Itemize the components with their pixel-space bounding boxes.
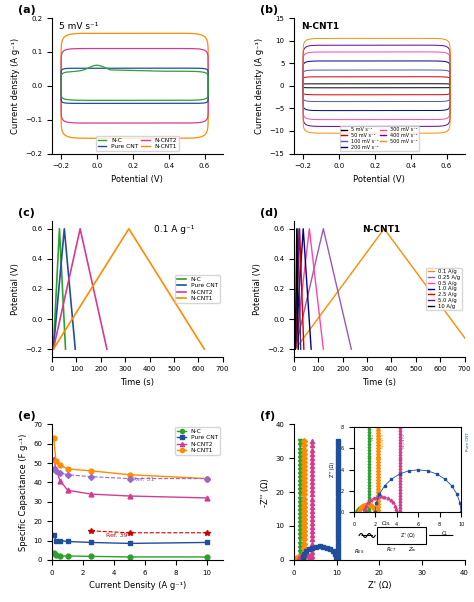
Y-axis label: Current density (A g⁻¹): Current density (A g⁻¹)	[11, 38, 20, 134]
X-axis label: Current Density (A g⁻¹): Current Density (A g⁻¹)	[89, 581, 186, 590]
Y-axis label: Potential (V): Potential (V)	[253, 263, 262, 315]
Text: (f): (f)	[260, 411, 275, 421]
Legend: N-C, Pure CNT, N-CNT2, N-CNT1: N-C, Pure CNT, N-CNT2, N-CNT1	[175, 427, 219, 455]
Legend: N-C, Pure CNT, N-CNT2, N-CNT1: N-C, Pure CNT, N-CNT2, N-CNT1	[96, 136, 179, 150]
Y-axis label: Specific Capacitance (F g⁻¹): Specific Capacitance (F g⁻¹)	[19, 433, 28, 551]
Text: 0.1 A g⁻¹: 0.1 A g⁻¹	[155, 225, 195, 234]
Y-axis label: Potential (V): Potential (V)	[11, 263, 20, 315]
Legend: N-C, Pure CNT, N-CNT2, N-CNT1: N-C, Pure CNT, N-CNT2, N-CNT1	[175, 275, 219, 303]
Text: (c): (c)	[18, 208, 35, 218]
Text: (e): (e)	[18, 411, 36, 421]
X-axis label: Time (s): Time (s)	[362, 378, 396, 387]
X-axis label: Potential (V): Potential (V)	[354, 175, 405, 184]
Text: 5 mV s⁻¹: 5 mV s⁻¹	[59, 22, 98, 31]
Text: N-CNT1: N-CNT1	[362, 225, 401, 234]
Text: Ref. 31: Ref. 31	[133, 477, 154, 482]
Text: (b): (b)	[260, 5, 278, 14]
Legend: 0.1 A/g, 0.25 A/g, 0.5 A/g, 1.0 A/g, 2.5 A/g, 5.0 A/g, 10 A/g: 0.1 A/g, 0.25 A/g, 0.5 A/g, 1.0 A/g, 2.5…	[426, 267, 462, 311]
Text: N-CNT1: N-CNT1	[301, 22, 339, 31]
Legend: 5 mV s⁻¹, 50 mV s⁻¹, 100 mV s⁻¹, 200 mV s⁻¹, 300 mV s⁻¹, 400 mV s⁻¹, 500 mV s⁻¹: 5 mV s⁻¹, 50 mV s⁻¹, 100 mV s⁻¹, 200 mV …	[340, 126, 419, 151]
Text: Ref. 39: Ref. 39	[106, 533, 128, 538]
X-axis label: Z' (Ω): Z' (Ω)	[367, 581, 391, 590]
X-axis label: Potential (V): Potential (V)	[111, 175, 163, 184]
Y-axis label: Current density (A g⁻¹): Current density (A g⁻¹)	[255, 38, 264, 134]
Text: (d): (d)	[260, 208, 278, 218]
Text: (a): (a)	[18, 5, 36, 14]
Y-axis label: -Z'' (Ω): -Z'' (Ω)	[261, 478, 270, 506]
X-axis label: Time (s): Time (s)	[120, 378, 155, 387]
